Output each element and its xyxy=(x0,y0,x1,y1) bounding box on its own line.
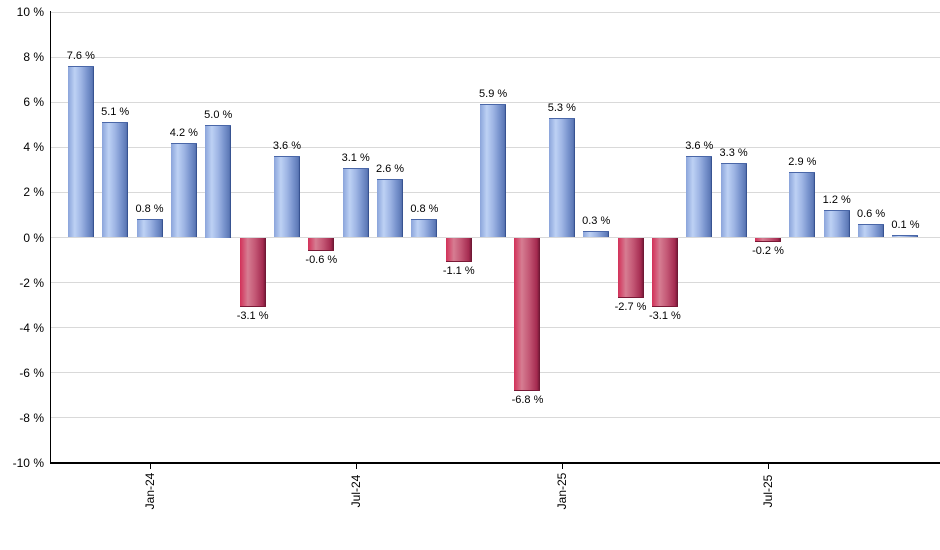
bar xyxy=(273,156,300,238)
bar-value-label: 2.9 % xyxy=(788,156,817,169)
bar xyxy=(411,219,438,238)
bar-value-label: 5.0 % xyxy=(204,108,233,121)
y-axis-tick-label: 0 % xyxy=(23,230,44,245)
gridline xyxy=(50,101,940,103)
bar-value-label: 0.1 % xyxy=(891,219,920,232)
y-axis-tick-label: 6 % xyxy=(23,95,44,110)
gridline xyxy=(50,327,940,329)
bar xyxy=(823,210,850,238)
y-axis-tick-label: -6 % xyxy=(19,365,44,380)
x-axis-tick-label: Jul-25 xyxy=(761,474,775,508)
bar xyxy=(67,66,94,238)
y-axis-tick-label: -8 % xyxy=(19,410,44,425)
x-axis-tick-mark xyxy=(561,463,563,469)
bar xyxy=(480,104,507,238)
bar-value-label: -2.7 % xyxy=(614,301,647,314)
bar-value-label: 4.2 % xyxy=(169,126,198,139)
bar xyxy=(755,237,781,242)
bar-value-label: 0.6 % xyxy=(857,207,886,220)
bar-value-label: 3.6 % xyxy=(685,140,714,153)
bar xyxy=(205,124,232,238)
bar xyxy=(342,167,369,238)
x-axis-tick-mark xyxy=(149,463,151,469)
bar-value-label: 3.3 % xyxy=(719,147,748,160)
bar xyxy=(858,223,885,238)
bar-value-label: 5.1 % xyxy=(101,106,130,119)
bar-value-label: 3.6 % xyxy=(272,140,302,153)
bar-value-label: -3.1 % xyxy=(236,310,269,323)
x-axis-line xyxy=(50,462,940,464)
x-axis-tick-label: Jan-24 xyxy=(142,472,157,510)
y-axis-tick-label: 2 % xyxy=(23,185,44,200)
bar-value-label: 3.1 % xyxy=(341,151,370,164)
bar xyxy=(548,117,575,238)
bar xyxy=(445,237,472,263)
gridline xyxy=(50,237,940,238)
bar-value-label: -6.8 % xyxy=(511,393,544,406)
bar xyxy=(651,237,678,308)
bar xyxy=(789,172,816,238)
y-axis-tick-label: -4 % xyxy=(19,320,44,335)
bar xyxy=(617,237,644,299)
bar-value-label: 7.6 % xyxy=(66,50,95,63)
y-axis-tick-label: 8 % xyxy=(23,50,44,65)
y-axis-tick-label: 10 % xyxy=(16,5,44,19)
y-axis-line xyxy=(50,11,51,463)
x-axis-tick-label: Jul-24 xyxy=(348,474,363,508)
bar-value-label: 2.6 % xyxy=(375,162,405,175)
bar-value-label: 5.9 % xyxy=(479,88,508,101)
bar xyxy=(514,237,541,391)
bar-value-label: -0.6 % xyxy=(305,254,338,267)
bar-value-label: -0.2 % xyxy=(752,245,784,257)
bar xyxy=(583,230,610,238)
gridline xyxy=(50,417,940,419)
y-axis-tick-label: -2 % xyxy=(19,275,44,290)
gridline xyxy=(50,282,940,284)
bar xyxy=(308,237,335,252)
bar-value-label: 0.3 % xyxy=(582,214,611,227)
y-axis-tick-label: -10 % xyxy=(12,456,44,470)
x-axis-tick-label: Jan-25 xyxy=(554,472,569,510)
bar xyxy=(377,178,404,238)
bar xyxy=(136,219,163,238)
bar-value-label: -1.1 % xyxy=(442,265,475,278)
bar-value-label: 1.2 % xyxy=(822,194,851,207)
bar xyxy=(170,142,197,238)
bar-value-label: 0.8 % xyxy=(135,203,164,216)
x-axis-tick-mark xyxy=(355,463,357,469)
bar-value-label: -3.1 % xyxy=(649,310,681,323)
gridline xyxy=(50,372,940,374)
y-axis-tick-label: 4 % xyxy=(23,140,44,155)
bar xyxy=(892,235,919,238)
bar xyxy=(686,156,713,238)
gridline xyxy=(50,11,940,13)
bar xyxy=(720,163,747,238)
bar xyxy=(239,237,266,308)
bar xyxy=(102,122,129,238)
x-axis-tick-mark xyxy=(768,463,769,469)
gridline xyxy=(50,56,940,58)
bar-value-label: 5.3 % xyxy=(547,101,576,114)
bar-value-label: 0.8 % xyxy=(410,203,439,216)
